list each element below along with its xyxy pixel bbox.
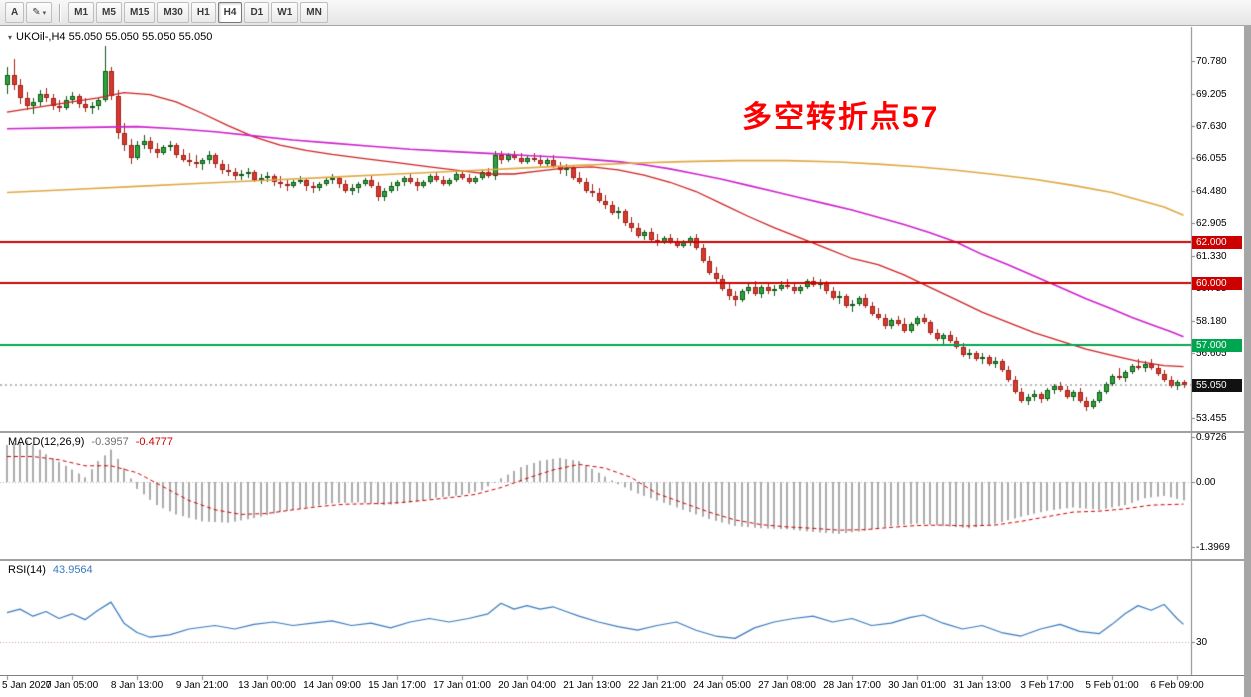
text-annotation-tool-button[interactable]: A [5,2,25,23]
time-axis-label: 31 Jan 13:00 [953,680,1011,691]
price-axis-label: 58.180 [1196,315,1227,327]
letter-a-icon: A [11,7,19,18]
drawing-tools-dropdown[interactable]: ✎ ▾ [26,2,53,23]
timeframe-button-m5[interactable]: M5 [96,2,122,23]
timeframe-button-h1[interactable]: H1 [190,2,216,23]
timeframe-button-m15[interactable]: M15 [123,2,156,23]
price-axis-label: 70.780 [1196,56,1227,68]
panel-resize-divider[interactable] [0,431,1251,433]
toolbar: A ✎ ▾ M1 M5 M15 M30 H1 H4 D1 W1 MN [0,0,1251,26]
panel-resize-divider[interactable] [0,559,1251,561]
toolbar-separator [59,3,62,22]
price-axis-label: 62.905 [1196,218,1227,230]
time-axis-label: 22 Jan 21:00 [628,680,686,691]
timeframe-button-m1[interactable]: M1 [68,2,95,23]
price-axis-label: 66.055 [1196,153,1227,165]
timeframe-button-mn[interactable]: MN [300,2,328,23]
rsi-value: 43.9564 [52,564,93,576]
time-axis-label: 6 Feb 09:00 [1150,680,1204,691]
chart-annotation-text[interactable]: 多空转折点57 [742,101,940,134]
time-axis-label: 17 Jan 01:00 [433,680,491,691]
macd-axis-label: 0.00 [1196,477,1216,488]
timeframe-button-m30[interactable]: M30 [157,2,189,23]
drawing-tool-group: A ✎ ▾ [4,2,53,23]
price-level-tag: 60.000 [1192,277,1242,290]
time-axis-label: 5 Jan 2020 [2,680,52,691]
price-level-tag: 55.050 [1192,379,1242,392]
macd-signal-value: -0.4777 [135,436,174,448]
chart-symbol-ohlc-readout: ▾ UKOil-,H4 55.050 55.050 55.050 55.050 [8,31,212,43]
expand-triangle-icon[interactable]: ▾ [8,33,13,42]
rsi-title: RSI(14) [8,564,46,576]
macd-title: MACD(12,26,9) [8,436,85,448]
time-axis-label: 21 Jan 13:00 [563,680,621,691]
rsi-indicator-label: RSI(14) 43.9564 [8,564,93,576]
time-axis-label: 14 Jan 09:00 [303,680,361,691]
time-axis-label: 5 Feb 01:00 [1085,680,1139,691]
price-axis-label: 67.630 [1196,121,1227,133]
time-axis-label: 30 Jan 01:00 [888,680,946,691]
macd-indicator-label: MACD(12,26,9) -0.3957 -0.4777 [8,436,173,448]
time-axis-label: 24 Jan 05:00 [693,680,751,691]
time-axis-label: 15 Jan 17:00 [368,680,426,691]
time-axis-label: 20 Jan 04:00 [498,680,556,691]
pencil-icon: ✎ [32,7,41,18]
time-axis-label: 27 Jan 08:00 [758,680,816,691]
rsi-axis-label: 30 [1196,636,1208,648]
macd-axis-label: 0.9726 [1196,431,1227,443]
timeframe-button-h4[interactable]: H4 [217,2,243,23]
time-axis-label: 3 Feb 17:00 [1020,680,1074,691]
time-axis-label: 9 Jan 21:00 [175,680,229,691]
timeframe-button-d1[interactable]: D1 [244,2,270,23]
time-axis-label: 13 Jan 00:00 [238,680,296,691]
price-axis-label: 56.605 [1196,348,1227,360]
time-axis-label: 7 Jan 05:00 [45,680,99,691]
price-level-tag: 62.000 [1192,236,1242,249]
timeframe-button-w1[interactable]: W1 [271,2,299,23]
price-level-tag: 57.000 [1192,339,1242,352]
price-axis-label: 69.205 [1196,88,1227,100]
time-axis-label: 8 Jan 13:00 [110,680,164,691]
macd-main-value: -0.3957 [91,436,129,448]
price-axis-label: 64.480 [1196,185,1227,197]
right-edge-strip [1244,0,1251,697]
time-axis-label: 28 Jan 17:00 [823,680,881,691]
timeframe-button-group: M1 M5 M15 M30 H1 H4 D1 W1 MN [67,2,329,23]
symbol-ohlc-text: UKOil-,H4 55.050 55.050 55.050 55.050 [16,31,213,43]
price-axis-label: 61.330 [1196,250,1227,262]
macd-axis-label: -1.3969 [1196,541,1230,553]
time-axis-divider [0,675,1251,676]
caret-down-icon: ▾ [42,9,47,17]
price-axis-label: 53.455 [1196,413,1227,425]
